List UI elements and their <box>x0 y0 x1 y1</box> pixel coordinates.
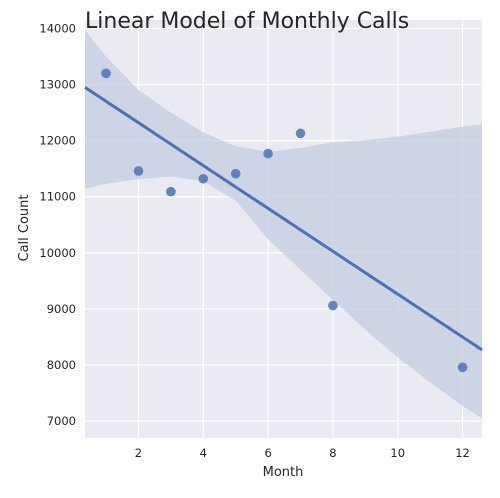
chart-title: Linear Model of Monthly Calls <box>85 9 409 34</box>
x-tick-label: 12 <box>455 446 470 460</box>
data-point <box>166 186 176 197</box>
y-tick-label: 7000 <box>47 414 76 428</box>
data-point <box>328 300 338 311</box>
x-tick-label: 10 <box>390 446 405 460</box>
y-tick-label: 10000 <box>39 246 76 260</box>
x-tick-label: 2 <box>135 446 142 460</box>
x-axis-label: Month <box>263 465 304 480</box>
data-point <box>263 148 273 159</box>
y-tick-label: 9000 <box>47 302 76 316</box>
y-tick-labels: 7000 8000 9000 10000 11000 12000 13000 14000 <box>39 21 76 428</box>
y-tick-label: 13000 <box>39 78 76 92</box>
data-point <box>457 362 468 373</box>
data-points <box>101 68 468 373</box>
x-tick-label: 4 <box>200 446 207 460</box>
y-tick-label: 8000 <box>47 358 76 372</box>
x-tick-label: 8 <box>329 446 336 460</box>
data-point <box>230 168 241 179</box>
x-tick-labels: 2 4 6 8 10 12 <box>135 446 470 460</box>
y-tick-label: 14000 <box>39 21 76 35</box>
x-tick-label: 6 <box>264 446 271 460</box>
y-axis-label: Call Count <box>17 194 32 261</box>
confidence-band <box>85 30 482 419</box>
y-tick-label: 12000 <box>39 134 76 148</box>
regression-line <box>84 86 483 352</box>
data-point <box>133 166 144 176</box>
data-point <box>198 173 209 184</box>
data-point <box>295 128 306 139</box>
y-tick-label: 11000 <box>39 190 76 204</box>
data-point <box>101 68 111 79</box>
